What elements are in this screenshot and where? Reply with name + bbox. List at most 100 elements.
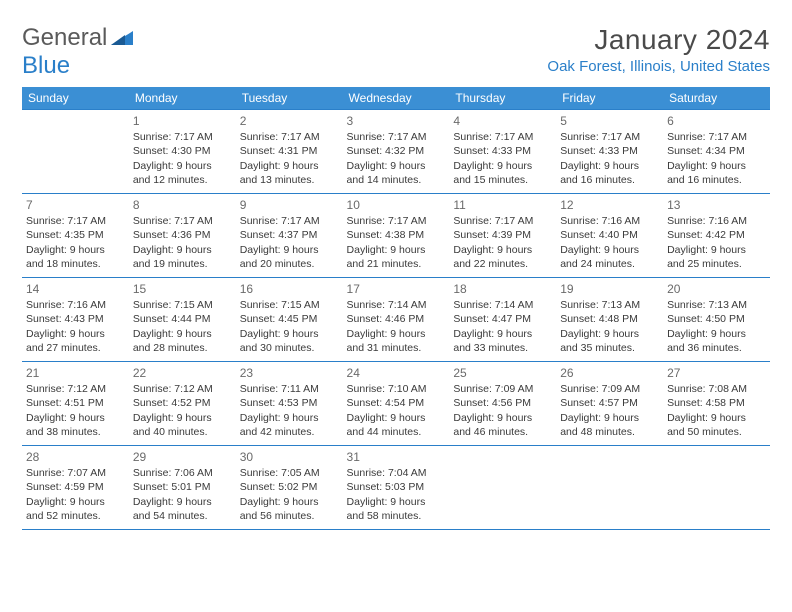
day-number: 26 bbox=[560, 365, 659, 381]
day-number: 22 bbox=[133, 365, 232, 381]
sunset-line: Sunset: 4:52 PM bbox=[133, 396, 232, 410]
sunset-line: Sunset: 4:50 PM bbox=[667, 312, 766, 326]
day-number: 25 bbox=[453, 365, 552, 381]
sunset-line: Sunset: 4:34 PM bbox=[667, 144, 766, 158]
sunset-line: Sunset: 4:57 PM bbox=[560, 396, 659, 410]
sunset-line: Sunset: 4:39 PM bbox=[453, 228, 552, 242]
sunset-line: Sunset: 4:38 PM bbox=[347, 228, 446, 242]
sunrise-line: Sunrise: 7:14 AM bbox=[347, 298, 446, 312]
calendar-cell: 15Sunrise: 7:15 AMSunset: 4:44 PMDayligh… bbox=[129, 278, 236, 362]
weekday-header: Wednesday bbox=[343, 87, 450, 110]
sunset-line: Sunset: 4:53 PM bbox=[240, 396, 339, 410]
weekday-header: Monday bbox=[129, 87, 236, 110]
sunrise-line: Sunrise: 7:13 AM bbox=[560, 298, 659, 312]
logo-blue-row: Blue bbox=[22, 52, 70, 80]
sunset-line: Sunset: 4:32 PM bbox=[347, 144, 446, 158]
calendar-cell: 30Sunrise: 7:05 AMSunset: 5:02 PMDayligh… bbox=[236, 446, 343, 530]
calendar-cell: 14Sunrise: 7:16 AMSunset: 4:43 PMDayligh… bbox=[22, 278, 129, 362]
calendar-cell: 20Sunrise: 7:13 AMSunset: 4:50 PMDayligh… bbox=[663, 278, 770, 362]
day-number: 20 bbox=[667, 281, 766, 297]
sunset-line: Sunset: 5:01 PM bbox=[133, 480, 232, 494]
sunset-line: Sunset: 4:47 PM bbox=[453, 312, 552, 326]
sunrise-line: Sunrise: 7:16 AM bbox=[667, 214, 766, 228]
day-number: 28 bbox=[26, 449, 125, 465]
calendar-cell: 13Sunrise: 7:16 AMSunset: 4:42 PMDayligh… bbox=[663, 194, 770, 278]
calendar-cell: 19Sunrise: 7:13 AMSunset: 4:48 PMDayligh… bbox=[556, 278, 663, 362]
calendar-cell: 21Sunrise: 7:12 AMSunset: 4:51 PMDayligh… bbox=[22, 362, 129, 446]
daylight-line: Daylight: 9 hours and 16 minutes. bbox=[667, 159, 766, 187]
calendar-cell: 11Sunrise: 7:17 AMSunset: 4:39 PMDayligh… bbox=[449, 194, 556, 278]
calendar-cell: 22Sunrise: 7:12 AMSunset: 4:52 PMDayligh… bbox=[129, 362, 236, 446]
daylight-line: Daylight: 9 hours and 31 minutes. bbox=[347, 327, 446, 355]
sunset-line: Sunset: 4:36 PM bbox=[133, 228, 232, 242]
calendar-cell-empty bbox=[22, 110, 129, 194]
calendar-row: 14Sunrise: 7:16 AMSunset: 4:43 PMDayligh… bbox=[22, 278, 770, 362]
title-block: January 2024 Oak Forest, Illinois, Unite… bbox=[547, 24, 770, 75]
daylight-line: Daylight: 9 hours and 54 minutes. bbox=[133, 495, 232, 523]
daylight-line: Daylight: 9 hours and 40 minutes. bbox=[133, 411, 232, 439]
calendar-cell: 26Sunrise: 7:09 AMSunset: 4:57 PMDayligh… bbox=[556, 362, 663, 446]
daylight-line: Daylight: 9 hours and 35 minutes. bbox=[560, 327, 659, 355]
daylight-line: Daylight: 9 hours and 48 minutes. bbox=[560, 411, 659, 439]
daylight-line: Daylight: 9 hours and 38 minutes. bbox=[26, 411, 125, 439]
sunset-line: Sunset: 4:54 PM bbox=[347, 396, 446, 410]
daylight-line: Daylight: 9 hours and 20 minutes. bbox=[240, 243, 339, 271]
weekday-header: Saturday bbox=[663, 87, 770, 110]
sunrise-line: Sunrise: 7:17 AM bbox=[133, 130, 232, 144]
daylight-line: Daylight: 9 hours and 56 minutes. bbox=[240, 495, 339, 523]
sunset-line: Sunset: 4:43 PM bbox=[26, 312, 125, 326]
calendar-cell: 10Sunrise: 7:17 AMSunset: 4:38 PMDayligh… bbox=[343, 194, 450, 278]
calendar-cell: 2Sunrise: 7:17 AMSunset: 4:31 PMDaylight… bbox=[236, 110, 343, 194]
day-number: 15 bbox=[133, 281, 232, 297]
calendar-cell: 5Sunrise: 7:17 AMSunset: 4:33 PMDaylight… bbox=[556, 110, 663, 194]
daylight-line: Daylight: 9 hours and 24 minutes. bbox=[560, 243, 659, 271]
sunrise-line: Sunrise: 7:17 AM bbox=[347, 130, 446, 144]
sunrise-line: Sunrise: 7:06 AM bbox=[133, 466, 232, 480]
sunset-line: Sunset: 4:30 PM bbox=[133, 144, 232, 158]
sunrise-line: Sunrise: 7:12 AM bbox=[26, 382, 125, 396]
sunrise-line: Sunrise: 7:17 AM bbox=[667, 130, 766, 144]
header: General January 2024 Oak Forest, Illinoi… bbox=[0, 0, 792, 81]
daylight-line: Daylight: 9 hours and 14 minutes. bbox=[347, 159, 446, 187]
sunrise-line: Sunrise: 7:07 AM bbox=[26, 466, 125, 480]
daylight-line: Daylight: 9 hours and 27 minutes. bbox=[26, 327, 125, 355]
sunrise-line: Sunrise: 7:16 AM bbox=[26, 298, 125, 312]
sunrise-line: Sunrise: 7:11 AM bbox=[240, 382, 339, 396]
calendar-cell-empty bbox=[556, 446, 663, 530]
calendar-cell: 4Sunrise: 7:17 AMSunset: 4:33 PMDaylight… bbox=[449, 110, 556, 194]
sunset-line: Sunset: 4:51 PM bbox=[26, 396, 125, 410]
sunset-line: Sunset: 4:48 PM bbox=[560, 312, 659, 326]
calendar-cell: 16Sunrise: 7:15 AMSunset: 4:45 PMDayligh… bbox=[236, 278, 343, 362]
sunset-line: Sunset: 4:40 PM bbox=[560, 228, 659, 242]
day-number: 8 bbox=[133, 197, 232, 213]
calendar-cell: 17Sunrise: 7:14 AMSunset: 4:46 PMDayligh… bbox=[343, 278, 450, 362]
sunrise-line: Sunrise: 7:17 AM bbox=[453, 130, 552, 144]
day-number: 10 bbox=[347, 197, 446, 213]
day-number: 5 bbox=[560, 113, 659, 129]
calendar-cell: 27Sunrise: 7:08 AMSunset: 4:58 PMDayligh… bbox=[663, 362, 770, 446]
weekday-header: Sunday bbox=[22, 87, 129, 110]
sunset-line: Sunset: 4:45 PM bbox=[240, 312, 339, 326]
calendar-cell: 29Sunrise: 7:06 AMSunset: 5:01 PMDayligh… bbox=[129, 446, 236, 530]
day-number: 4 bbox=[453, 113, 552, 129]
daylight-line: Daylight: 9 hours and 33 minutes. bbox=[453, 327, 552, 355]
calendar-row: 1Sunrise: 7:17 AMSunset: 4:30 PMDaylight… bbox=[22, 110, 770, 194]
daylight-line: Daylight: 9 hours and 44 minutes. bbox=[347, 411, 446, 439]
calendar-row: 21Sunrise: 7:12 AMSunset: 4:51 PMDayligh… bbox=[22, 362, 770, 446]
daylight-line: Daylight: 9 hours and 58 minutes. bbox=[347, 495, 446, 523]
sunrise-line: Sunrise: 7:17 AM bbox=[453, 214, 552, 228]
day-number: 18 bbox=[453, 281, 552, 297]
daylight-line: Daylight: 9 hours and 46 minutes. bbox=[453, 411, 552, 439]
day-number: 30 bbox=[240, 449, 339, 465]
sunset-line: Sunset: 4:56 PM bbox=[453, 396, 552, 410]
daylight-line: Daylight: 9 hours and 19 minutes. bbox=[133, 243, 232, 271]
sunrise-line: Sunrise: 7:15 AM bbox=[240, 298, 339, 312]
day-number: 12 bbox=[560, 197, 659, 213]
calendar-cell: 6Sunrise: 7:17 AMSunset: 4:34 PMDaylight… bbox=[663, 110, 770, 194]
calendar-cell: 23Sunrise: 7:11 AMSunset: 4:53 PMDayligh… bbox=[236, 362, 343, 446]
logo: General bbox=[22, 24, 135, 52]
sunrise-line: Sunrise: 7:08 AM bbox=[667, 382, 766, 396]
day-number: 1 bbox=[133, 113, 232, 129]
sunset-line: Sunset: 4:35 PM bbox=[26, 228, 125, 242]
weekday-header: Tuesday bbox=[236, 87, 343, 110]
